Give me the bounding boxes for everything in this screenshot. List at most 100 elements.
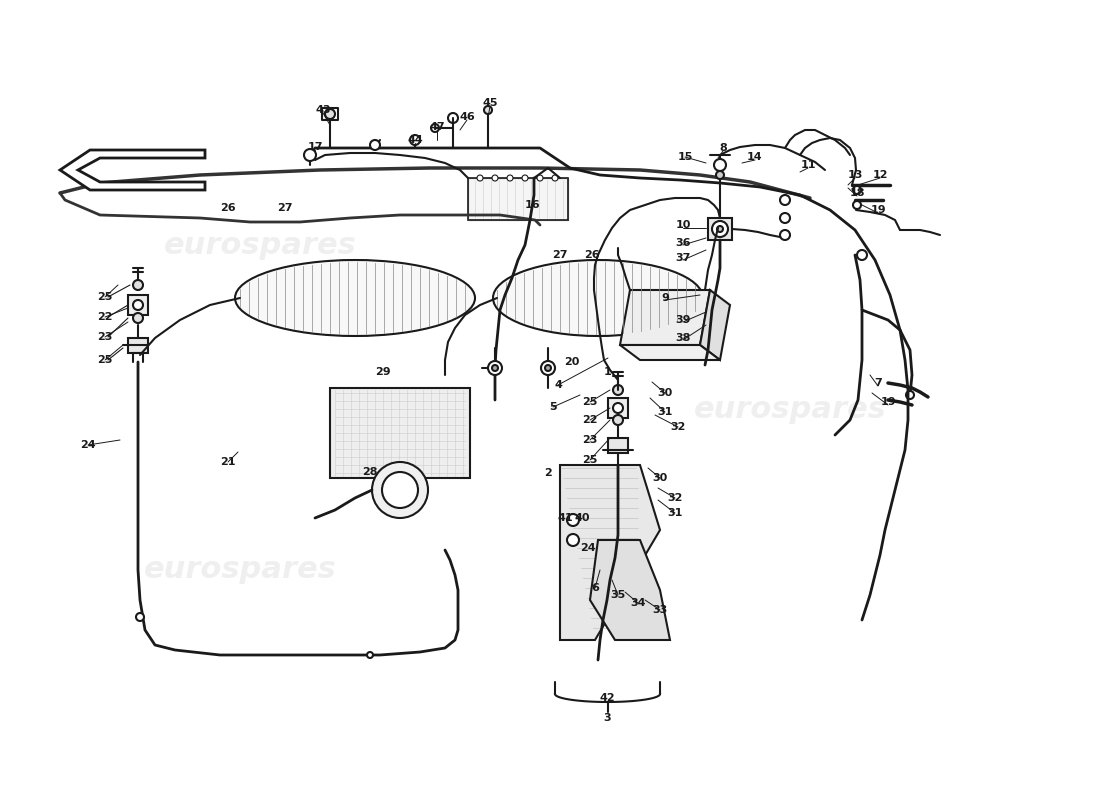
Text: 16: 16	[525, 200, 541, 210]
Text: 6: 6	[591, 583, 598, 593]
Circle shape	[566, 514, 579, 526]
Text: 22: 22	[582, 415, 597, 425]
Text: 43: 43	[316, 105, 331, 115]
Circle shape	[136, 613, 144, 621]
Bar	[128, 338, 148, 353]
Text: 37: 37	[675, 253, 691, 263]
Text: 38: 38	[675, 333, 691, 343]
Circle shape	[488, 361, 502, 375]
Text: 10: 10	[675, 220, 691, 230]
Circle shape	[382, 472, 418, 508]
Circle shape	[544, 365, 551, 371]
Text: 25: 25	[97, 355, 112, 365]
Text: 1: 1	[604, 367, 612, 377]
Text: 5: 5	[549, 402, 557, 412]
Circle shape	[133, 313, 143, 323]
Text: 33: 33	[652, 605, 668, 615]
Circle shape	[852, 186, 861, 194]
Text: 34: 34	[630, 598, 646, 608]
Circle shape	[552, 175, 558, 181]
Circle shape	[566, 534, 579, 546]
Circle shape	[522, 175, 528, 181]
Circle shape	[304, 149, 316, 161]
Circle shape	[906, 391, 914, 399]
Text: 29: 29	[375, 367, 390, 377]
Circle shape	[133, 300, 143, 310]
Text: eurospares: eurospares	[144, 555, 337, 585]
Circle shape	[370, 140, 379, 150]
Polygon shape	[560, 465, 660, 640]
Text: 26: 26	[584, 250, 600, 260]
Text: 32: 32	[670, 422, 685, 432]
Circle shape	[410, 135, 420, 145]
Ellipse shape	[235, 260, 475, 336]
Bar	[708, 218, 732, 240]
Bar	[608, 398, 628, 418]
Text: 35: 35	[610, 590, 626, 600]
Text: eurospares: eurospares	[164, 230, 356, 259]
Circle shape	[852, 201, 861, 209]
Circle shape	[537, 175, 543, 181]
Text: 25: 25	[582, 397, 597, 407]
Circle shape	[367, 652, 373, 658]
Text: 32: 32	[668, 493, 683, 503]
Text: 46: 46	[459, 112, 475, 122]
Text: eurospares: eurospares	[694, 395, 887, 425]
Text: 25: 25	[97, 292, 112, 302]
Text: 15: 15	[678, 152, 693, 162]
Text: 23: 23	[97, 332, 112, 342]
Text: 45: 45	[482, 98, 497, 108]
Circle shape	[133, 280, 143, 290]
Text: 21: 21	[220, 457, 235, 467]
Text: 47: 47	[429, 122, 444, 132]
Polygon shape	[590, 540, 670, 640]
Text: 27: 27	[552, 250, 568, 260]
Polygon shape	[620, 290, 710, 345]
Text: 7: 7	[874, 378, 882, 388]
Text: 19: 19	[870, 205, 886, 215]
Circle shape	[780, 195, 790, 205]
Circle shape	[714, 159, 726, 171]
Text: 41: 41	[558, 513, 573, 523]
Text: 2: 2	[544, 468, 552, 478]
Text: 39: 39	[675, 315, 691, 325]
Text: 11: 11	[801, 160, 816, 170]
Polygon shape	[620, 345, 721, 360]
Text: 22: 22	[97, 312, 112, 322]
Circle shape	[857, 250, 867, 260]
Bar	[468, 178, 568, 220]
Circle shape	[613, 403, 623, 413]
Circle shape	[613, 415, 623, 425]
Text: 30: 30	[658, 388, 672, 398]
Text: 3: 3	[603, 713, 611, 723]
Text: 31: 31	[668, 508, 683, 518]
Text: 28: 28	[362, 467, 377, 477]
Text: 9: 9	[661, 293, 669, 303]
Text: 25: 25	[582, 455, 597, 465]
Circle shape	[717, 226, 723, 232]
Text: 44: 44	[407, 135, 422, 145]
Text: 19: 19	[880, 397, 895, 407]
Text: 31: 31	[658, 407, 673, 417]
Text: 24: 24	[580, 543, 596, 553]
Circle shape	[484, 106, 492, 114]
Polygon shape	[60, 150, 205, 190]
Text: 13: 13	[847, 170, 862, 180]
Circle shape	[780, 213, 790, 223]
Text: 8: 8	[719, 143, 727, 153]
Bar	[330, 388, 470, 478]
Circle shape	[507, 175, 513, 181]
Text: 17: 17	[307, 142, 322, 152]
Circle shape	[492, 175, 498, 181]
Bar	[468, 178, 568, 220]
Text: 23: 23	[582, 435, 597, 445]
Circle shape	[613, 385, 623, 395]
Text: 24: 24	[80, 440, 96, 450]
Text: 4: 4	[554, 380, 562, 390]
Circle shape	[780, 230, 790, 240]
Text: 42: 42	[600, 693, 615, 703]
Circle shape	[712, 221, 728, 237]
Circle shape	[324, 109, 336, 119]
Text: 36: 36	[675, 238, 691, 248]
Text: 26: 26	[220, 203, 235, 213]
